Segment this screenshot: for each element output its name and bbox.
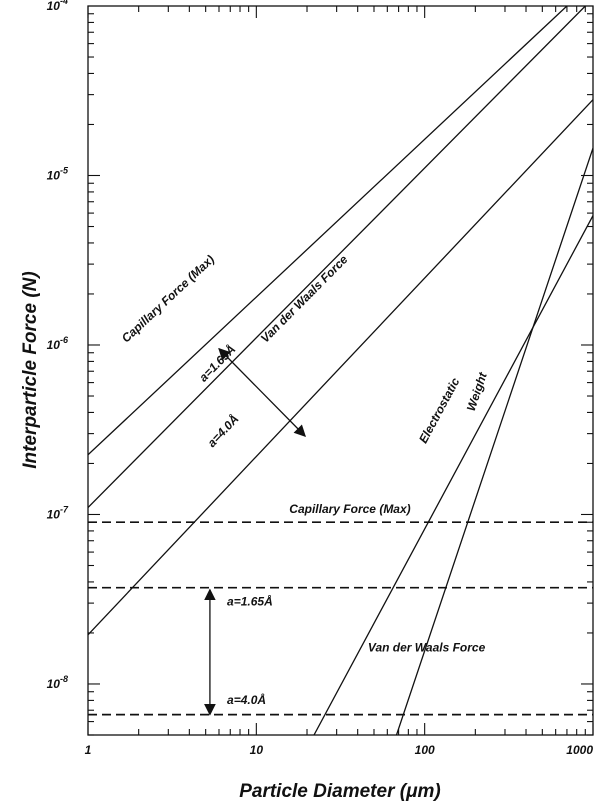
- series-line-1: [88, 6, 586, 508]
- annotation-label: a=1.65Å: [196, 342, 238, 384]
- series-lines: [88, 6, 593, 735]
- series-line-2: [88, 99, 593, 636]
- plot-frame: [87, 5, 594, 736]
- y-tick-label: 10-8: [47, 674, 68, 691]
- x-tick-label: 10: [250, 743, 264, 757]
- axis-ticks: [87, 6, 594, 736]
- y-tick-label: 10-7: [47, 504, 69, 521]
- y-tick-label: 10-5: [47, 165, 69, 182]
- y-tick-label: 10-6: [47, 335, 69, 352]
- annotations: Capillary Force (Max) Van der Waals Force…: [119, 252, 490, 707]
- x-tick-label: 1: [85, 743, 92, 757]
- y-axis-title: Interparticle Force (N): [20, 271, 41, 468]
- x-tick-label: 100: [415, 743, 435, 757]
- annotation-label: Capillary Force (Max): [119, 252, 217, 345]
- annotation-label: Van der Waals Force: [368, 641, 486, 655]
- annotation-arrows: [204, 347, 306, 716]
- annotation-label: a=4.0Å: [227, 693, 266, 707]
- double-arrow-0: [218, 347, 306, 437]
- annotation-label: a=1.65Å: [227, 595, 273, 609]
- series-line-3: [313, 215, 593, 735]
- annotation-label: Electrostatic: [416, 375, 463, 445]
- annotation-label: Van der Waals Force: [258, 252, 351, 345]
- annotation-label: a=4.0Å: [205, 412, 242, 450]
- y-tick-label: 10-4: [47, 0, 68, 13]
- series-line-0: [88, 6, 568, 456]
- annotation-label: Capillary Force (Max): [289, 502, 410, 516]
- x-axis-title: Particle Diameter (μm): [239, 781, 441, 802]
- series-line-4: [395, 147, 593, 735]
- annotation-label: Weight: [464, 370, 490, 413]
- x-tick-label: 1000: [566, 743, 593, 757]
- tick-labels: 1 10 100 1000 10-8 10-7 10-6 10-5 10-4: [47, 0, 594, 757]
